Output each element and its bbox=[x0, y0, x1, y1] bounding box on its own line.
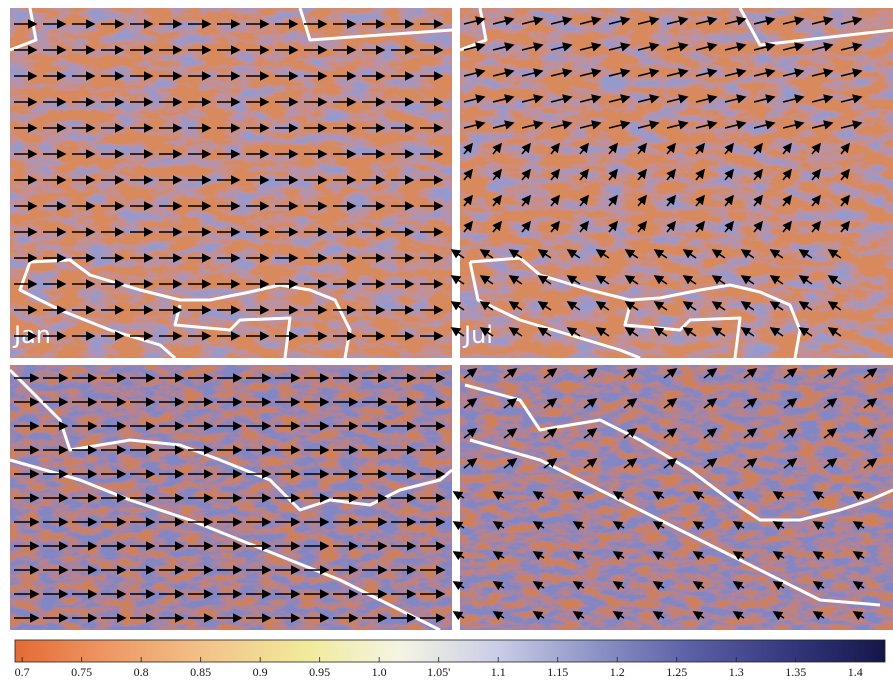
colorbar-tick-label: 1.4 bbox=[848, 665, 863, 679]
map bbox=[460, 8, 893, 358]
colorbar-tick-label: 1.3 bbox=[729, 665, 744, 679]
colorbar-ramp bbox=[15, 640, 885, 662]
map bbox=[10, 8, 452, 358]
separator bbox=[0, 358, 893, 365]
colorbar-tick-label: 1.15 bbox=[547, 665, 568, 679]
colorbar-tick-label: 1.25 bbox=[666, 665, 687, 679]
colorbar-tick-label: 0.75 bbox=[71, 665, 92, 679]
panel-top-right: Jul bbox=[460, 8, 893, 358]
colorbar-tick-label: 0.95 bbox=[309, 665, 330, 679]
panel-label: Jul bbox=[462, 321, 493, 349]
separator bbox=[452, 0, 460, 630]
colorbar: 0.7 0.75 0.8 0.85 0.9 0.95 1.0 1.05' 1.1 1.15 1.2 1… bbox=[15, 640, 885, 679]
colorbar-tick-label: 1.05' bbox=[427, 665, 450, 679]
colorbar-tick-label: 1.0 bbox=[372, 665, 387, 679]
colorbar-tick-label: 0.8 bbox=[134, 665, 149, 679]
colorbar-tick-label: 1.35 bbox=[785, 665, 806, 679]
colorbar-tick-label: 1.1 bbox=[491, 665, 506, 679]
colorbar-tick-label: 0.85 bbox=[190, 665, 211, 679]
colorbar-tick-label: 1.2 bbox=[610, 665, 625, 679]
figure: Jan Jul 0.7 0.75 0.8 0.85 0.9 0.95 1.0 1.05' 1.1… bbox=[0, 0, 893, 680]
colorbar-tick-label: 0.7 bbox=[15, 665, 30, 679]
colorbar-tick-label: 0.9 bbox=[253, 665, 268, 679]
panel-top-left: Jan bbox=[10, 8, 452, 358]
panel-label: Jan bbox=[12, 321, 51, 349]
